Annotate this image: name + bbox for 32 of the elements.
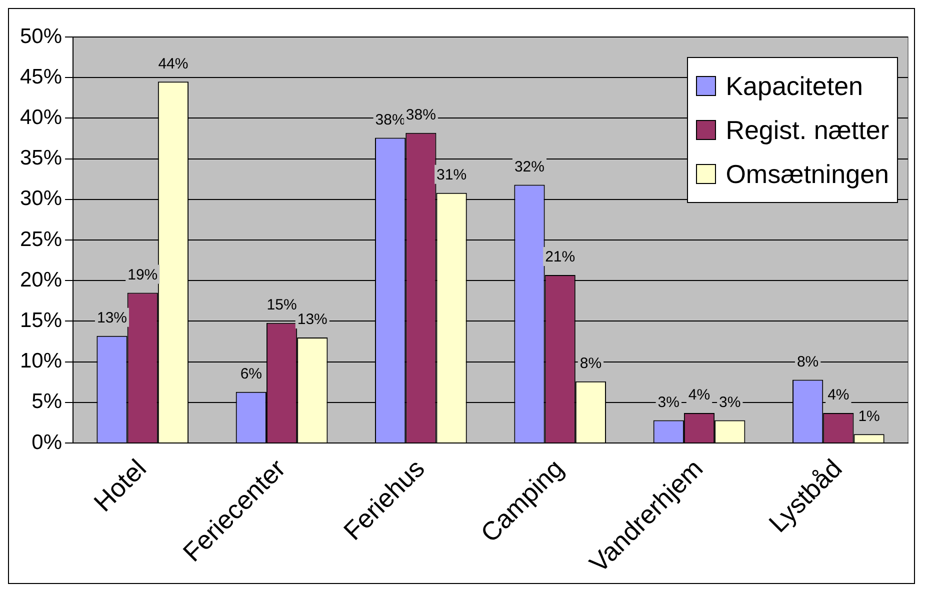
data-label: 32% — [514, 158, 544, 176]
y-tick-label: 20% — [20, 268, 62, 292]
y-tick-label: 50% — [20, 24, 62, 48]
data-label: 3% — [719, 394, 741, 411]
data-label: 8% — [580, 354, 602, 372]
data-label: 31% — [436, 166, 467, 184]
y-tick-label: 30% — [20, 187, 62, 210]
data-label: 15% — [266, 296, 297, 314]
y-tick-label: 45% — [20, 65, 62, 88]
data-label: 6% — [240, 366, 262, 383]
y-tick-label: 5% — [32, 390, 62, 414]
data-label: 4% — [828, 386, 850, 404]
y-tick-label: 25% — [20, 228, 62, 251]
data-label: 21% — [545, 248, 576, 266]
y-tick-label: 0% — [32, 430, 62, 454]
legend-label: Omsætningen — [726, 158, 889, 191]
data-label: 4% — [688, 386, 710, 404]
data-label: 38% — [375, 111, 406, 128]
data-label: 8% — [796, 353, 819, 370]
data-label: 1% — [858, 408, 880, 425]
data-label: 19% — [128, 266, 158, 284]
data-label: 13% — [297, 311, 328, 328]
data-label: 3% — [658, 394, 680, 411]
legend-label: Regist. nætter — [726, 114, 889, 147]
data-label: 13% — [96, 309, 128, 326]
y-tick-label: 15% — [20, 309, 62, 332]
data-label: 44% — [158, 55, 188, 72]
data-label: 38% — [406, 106, 436, 124]
legend-label: Kapaciteten — [726, 70, 864, 103]
y-tick-label: 40% — [20, 106, 62, 130]
y-tick-label: 10% — [20, 350, 62, 373]
y-tick-label: 35% — [20, 146, 62, 170]
